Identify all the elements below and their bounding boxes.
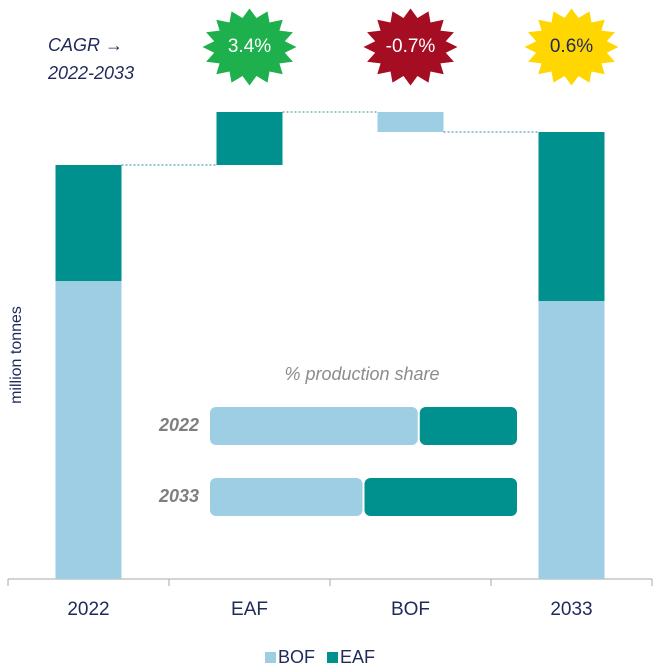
bar-segment xyxy=(377,112,444,132)
cagr-label: -0.7% xyxy=(386,36,436,57)
x-tick-label: EAF xyxy=(231,599,268,620)
cagr-burst xyxy=(202,8,297,86)
cagr-burst xyxy=(363,8,458,86)
share-row-label: 2022 xyxy=(158,415,199,435)
cagr-burst xyxy=(524,8,619,86)
bar-segment xyxy=(55,165,122,281)
y-axis-label: million tonnes xyxy=(8,306,25,404)
share-bar xyxy=(210,478,363,516)
share-bar xyxy=(210,407,418,445)
legend-swatch xyxy=(265,652,276,663)
share-title: % production share xyxy=(284,364,439,384)
legend-label: EAF xyxy=(340,647,375,667)
legend-swatch xyxy=(327,652,338,663)
bar-segment xyxy=(538,132,605,301)
x-tick-label: 2022 xyxy=(67,599,109,620)
cagr-title: CAGR → xyxy=(48,35,123,55)
bar-segment xyxy=(216,112,283,165)
x-tick-label: BOF xyxy=(391,599,430,620)
share-bar xyxy=(364,478,517,516)
share-row-label: 2033 xyxy=(158,486,199,506)
bar-segment xyxy=(55,281,122,579)
cagr-label: 0.6% xyxy=(550,36,593,57)
x-tick-label: 2033 xyxy=(550,599,592,620)
legend-label: BOF xyxy=(278,647,315,667)
share-bar xyxy=(419,407,517,445)
cagr-subtitle: 2022-2033 xyxy=(47,63,134,83)
bar-segment xyxy=(538,301,605,579)
cagr-label: 3.4% xyxy=(228,36,271,57)
